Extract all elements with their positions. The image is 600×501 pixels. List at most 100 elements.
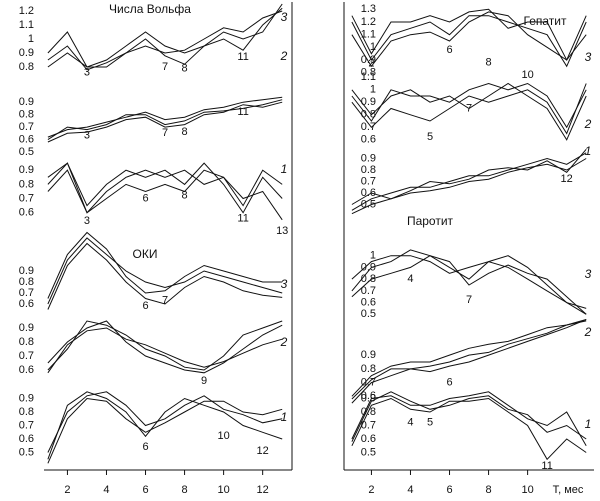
annotation: 8	[182, 62, 188, 74]
curve-group-label: 2	[280, 49, 288, 63]
y-tick-label: 1	[370, 41, 376, 53]
annotation: 6	[142, 441, 148, 453]
annotation: 11	[237, 106, 248, 118]
y-tick-label: 1.1	[19, 19, 34, 31]
y-tick-label: 0.9	[361, 392, 376, 404]
annotation: 7	[162, 295, 168, 307]
series-line	[47, 237, 283, 305]
annotation: 11	[541, 460, 552, 472]
x-tick-label: 10	[217, 484, 229, 496]
x-tick-label: 2	[64, 484, 70, 496]
series-line	[351, 158, 587, 215]
series-line	[47, 162, 283, 214]
annotation: 12	[257, 445, 269, 457]
curve-group-label: 2	[584, 325, 592, 339]
y-tick-label: 0.6	[361, 390, 376, 402]
series-line	[351, 15, 587, 68]
y-tick-label: 1	[28, 33, 34, 45]
curve-group-label: 1	[585, 417, 592, 431]
curve-group-label: 1	[281, 410, 288, 424]
annotation: 3	[84, 130, 90, 142]
y-tick-label: 0.8	[19, 178, 34, 190]
panel-title: ОКИ	[133, 247, 158, 261]
y-tick-label: 0.9	[19, 392, 34, 404]
y-tick-label: 0.6	[361, 187, 376, 199]
y-tick-label: 0.6	[19, 207, 34, 219]
y-tick-label: 0.7	[19, 192, 34, 204]
series-line	[351, 319, 587, 404]
series-line	[47, 391, 283, 460]
y-tick-label: 0.8	[19, 406, 34, 418]
y-tick-label: 0.9	[361, 349, 376, 361]
y-tick-label: 0.9	[19, 265, 34, 277]
curve-group-label: 2	[280, 335, 288, 349]
y-tick-label: 0.9	[361, 54, 376, 66]
series-line	[351, 255, 587, 309]
annotation: 5	[427, 131, 433, 143]
y-tick-label: 0.9	[19, 96, 34, 108]
curve-group-label: 2	[584, 117, 592, 131]
x-tick-label: 6	[142, 484, 148, 496]
y-tick-label: 1.3	[361, 3, 376, 15]
y-tick-label: 1.2	[361, 16, 376, 28]
y-tick-label: 0.6	[361, 296, 376, 308]
y-tick-label: 0.7	[19, 350, 34, 362]
y-tick-label: 0.9	[361, 261, 376, 273]
annotation: 12	[561, 173, 573, 185]
y-tick-label: 0.8	[361, 67, 376, 79]
annotation: 7	[466, 294, 472, 306]
annotation: 11	[237, 51, 248, 63]
y-tick-label: 0.5	[361, 308, 376, 320]
x-tick-label: 6	[446, 484, 452, 496]
curve-group-label: 1	[585, 144, 592, 158]
series-line	[47, 320, 283, 371]
annotation: 11	[237, 212, 248, 224]
annotation: 3	[84, 215, 90, 227]
x-tick-label: 2	[368, 484, 374, 496]
y-tick-label: 0.8	[361, 164, 376, 176]
series-line	[351, 319, 587, 397]
curve-group-label: 1	[281, 162, 288, 176]
series-line	[47, 320, 283, 374]
annotation: 4	[407, 273, 413, 285]
series-line	[47, 99, 283, 141]
annotation: 5	[427, 417, 433, 429]
series-line	[47, 231, 283, 299]
y-tick-label: 0.7	[361, 175, 376, 187]
annotation: 8	[182, 190, 188, 202]
y-tick-label: 0.6	[19, 433, 34, 445]
series-line	[351, 148, 587, 205]
series-line	[47, 327, 283, 374]
annotation: 3	[84, 67, 90, 79]
annotation: 8	[486, 56, 492, 68]
annotation: 6	[142, 192, 148, 204]
curve-group-label: 3	[281, 10, 288, 24]
y-tick-label: 1.2	[19, 5, 34, 17]
annotation: 4	[407, 417, 413, 429]
y-tick-label: 1	[370, 84, 376, 96]
y-tick-label: 0.9	[19, 322, 34, 334]
y-tick-label: 0.7	[19, 419, 34, 431]
series-line	[351, 152, 587, 211]
y-tick-label: 0.8	[19, 61, 34, 73]
y-tick-label: 0.9	[19, 47, 34, 59]
y-tick-label: 0.8	[361, 273, 376, 285]
y-tick-label: 0.8	[19, 276, 34, 288]
y-tick-label: 0.8	[19, 336, 34, 348]
x-tick-label: 8	[486, 484, 492, 496]
series-line	[47, 242, 283, 310]
x-tick-label: 10	[521, 484, 533, 496]
curve-group-label: 3	[281, 277, 288, 291]
series-line	[47, 169, 283, 221]
y-tick-label: 0.5	[19, 446, 34, 458]
annotation: 7	[466, 102, 472, 114]
x-axis-label: T, мес	[553, 484, 584, 496]
series-line	[351, 391, 587, 442]
series-line	[47, 397, 283, 464]
annotation: 6	[446, 376, 452, 388]
series-line	[47, 101, 283, 143]
series-line	[351, 83, 587, 135]
series-line	[351, 11, 587, 68]
annotation: 8	[182, 126, 188, 138]
